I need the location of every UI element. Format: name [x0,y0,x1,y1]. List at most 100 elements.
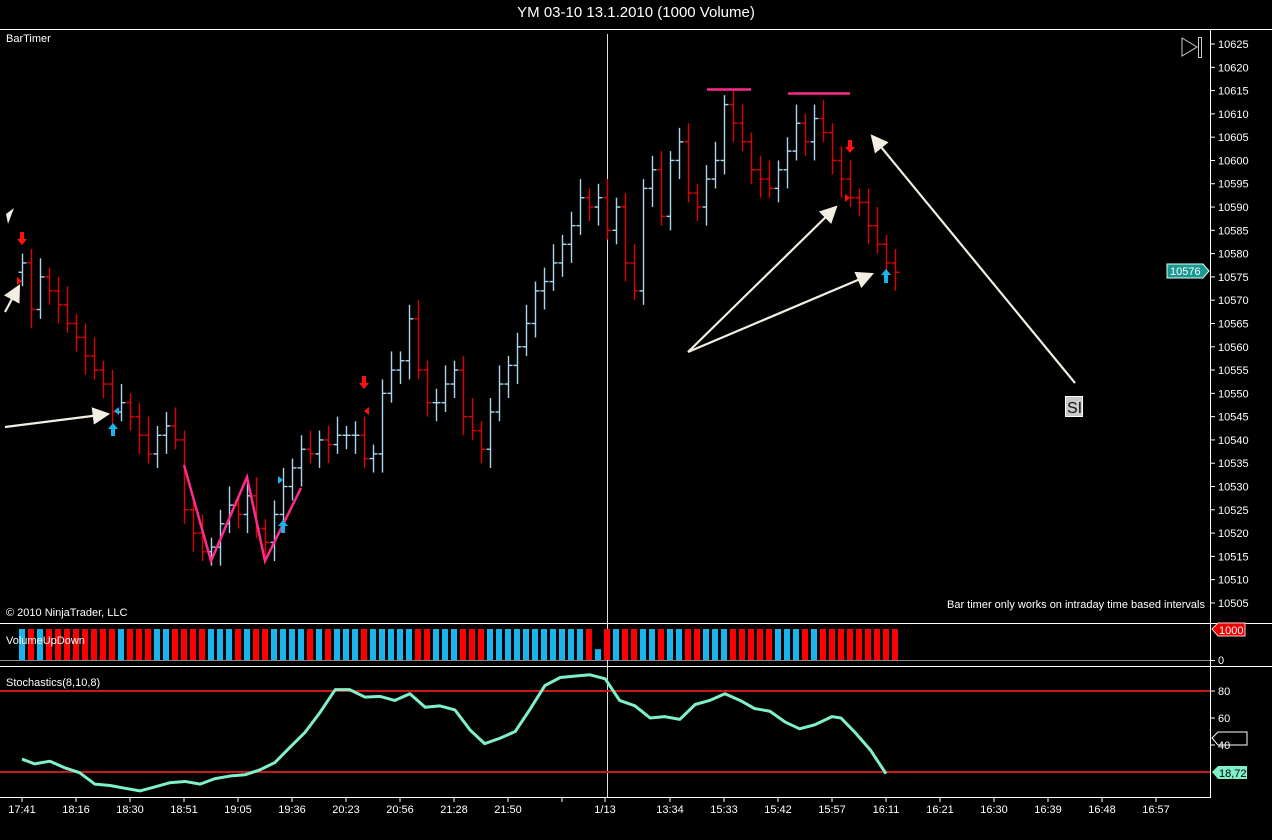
volume-bar [478,629,484,660]
volume-bar [784,629,790,660]
price-bar [108,370,117,431]
price-bar [450,360,459,399]
arrow-head-icon [6,208,14,224]
volume-bar [208,629,214,660]
volume-bar [568,629,574,660]
arrow-line [3,284,21,313]
price-bar [189,495,198,552]
price-bar [621,193,630,282]
price-bar [126,393,135,431]
time-axis-label: 16:39 [1034,804,1062,816]
stoch-axis-label: 40 [1218,740,1230,752]
bar-timer-message: Bar timer only works on intraday time ba… [947,599,1205,611]
price-bar [171,407,180,450]
price-bar [405,304,414,380]
volume-bar [847,629,853,660]
stochastics-plot: 80 60 40 [0,673,1230,793]
volume-bar [433,629,439,660]
volume-bar [622,629,628,660]
price-axis-label: 10505 [1218,598,1249,610]
volume-bar [415,629,421,660]
price-bar [639,179,648,305]
volume-bar [37,629,43,660]
price-bar [333,416,342,454]
volume-bar [496,629,502,660]
price-axis-label: 10605 [1218,132,1249,144]
price-bar [594,183,603,226]
price-bar [531,281,540,338]
volume-max-tag: 1000 [1211,622,1246,637]
price-bar [648,155,657,208]
play-icon [1181,37,1198,57]
price-bar [396,351,405,385]
time-axis-label: 13:34 [656,804,684,816]
price-bar [297,435,306,487]
price-bar [846,160,855,208]
volume-bar [631,629,637,660]
price-bar [270,500,279,562]
volume-bar [514,629,520,660]
volume-bar [811,629,817,660]
price-bar [855,188,864,217]
pink-drawings [182,88,850,565]
buy-arrow-icon [881,269,891,283]
volume-bar [388,629,394,660]
price-axis-label: 10520 [1218,528,1249,540]
time-axis-label: 16:48 [1088,804,1116,816]
end-bar-icon [1198,37,1202,58]
price-bar [666,151,675,231]
price-bar [18,253,27,287]
price-axis-label: 10590 [1218,202,1249,214]
price-bar [810,104,819,161]
volume-bar [775,629,781,660]
time-axis-label: 15:57 [818,804,846,816]
price-bar [765,160,774,198]
price-bar [162,411,171,454]
volume-bar [451,629,457,660]
time-axis-label: 16:57 [1142,804,1170,816]
volume-bar [307,629,313,660]
volume-bar [172,629,178,660]
price-bar [828,123,837,175]
price-bar [63,286,72,333]
price-bar [612,197,621,245]
price-bar [558,234,567,277]
price-axis-label: 10585 [1218,225,1249,237]
price-bar [27,248,36,329]
price-bar [36,258,45,319]
time-axis-label: 16:21 [926,804,954,816]
volume-bar [649,629,655,660]
price-bar [684,123,693,203]
volume-bar [217,629,223,660]
time-axis-label: 19:05 [224,804,252,816]
marker-triangle-icon [845,194,850,202]
price-bar [486,398,495,468]
price-bar [864,188,873,245]
volume-bar [235,629,241,660]
volume-bar [586,629,592,660]
price-bar [873,207,882,254]
volume-bar [298,629,304,660]
time-axis-label: 1/13 [594,804,615,816]
price-bar [630,244,639,301]
volume-bar [721,629,727,660]
marker-triangle-icon [114,407,119,415]
volume-bar [820,629,826,660]
play-to-end-button[interactable] [1181,37,1202,58]
volume-bar [442,629,448,660]
time-axis-label: 20:56 [386,804,414,816]
volume-bar [838,629,844,660]
price-axis-label: 10580 [1218,249,1249,261]
volume-bar [829,629,835,660]
price-bar [720,95,729,175]
volume-bar [127,629,133,660]
volume-bar [64,629,70,660]
arrow-line [870,134,1076,384]
price-axis-label: 10595 [1218,179,1249,191]
volume-bar [154,629,160,660]
volume-bar [325,629,331,660]
volume-bar [694,629,700,660]
volume-bar [685,629,691,660]
buy-arrow-icon [278,520,288,533]
